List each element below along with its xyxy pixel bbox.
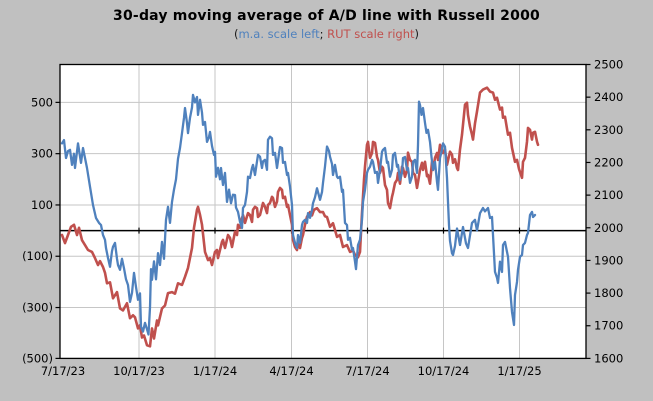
left-axis-label: 300 <box>31 147 53 161</box>
right-axis-label: 2500 <box>594 58 623 72</box>
subtitle-close-paren: ) <box>414 27 420 41</box>
right-axis-label: 1900 <box>594 253 623 267</box>
chart-title: 30-day moving average of A/D line with R… <box>113 8 540 24</box>
ma-scale-note: m.a. scale left <box>238 27 320 41</box>
plot-border <box>59 63 587 360</box>
x-axis-label: 4/17/24 <box>269 364 313 378</box>
x-axis-label: 7/17/24 <box>345 364 389 378</box>
x-axis-label: 10/17/23 <box>113 364 165 378</box>
right-axis-label: 1800 <box>594 286 623 300</box>
left-axis-label: (500) <box>22 351 53 365</box>
left-axis-label: 100 <box>31 198 53 212</box>
rut-line-series <box>60 86 540 348</box>
x-axis-label: 1/17/25 <box>497 364 541 378</box>
right-axis-label: 2200 <box>594 155 623 169</box>
rut-scale-note: RUT scale right <box>327 27 415 41</box>
left-axis-label: 500 <box>31 95 53 109</box>
ma-line-series <box>60 93 537 336</box>
chart-subtitle: (m.a. scale left; RUT scale right) <box>0 27 653 41</box>
x-axis-label: 1/17/24 <box>193 364 237 378</box>
subtitle-open-paren: ( <box>233 27 239 41</box>
right-axis-label: 2000 <box>594 221 623 235</box>
subtitle-separator: ; <box>319 27 328 41</box>
x-axis-label: 7/17/23 <box>41 364 85 378</box>
right-axis-label: 2300 <box>594 123 623 137</box>
left-axis-label: (300) <box>22 301 53 315</box>
right-axis-label: 1600 <box>594 351 623 365</box>
right-axis-label: 2100 <box>594 188 623 202</box>
right-axis-label: 2400 <box>594 90 623 104</box>
right-axis-label: 1700 <box>594 319 623 333</box>
left-axis-label: (100) <box>22 249 53 263</box>
x-axis-label: 10/17/24 <box>418 364 470 378</box>
